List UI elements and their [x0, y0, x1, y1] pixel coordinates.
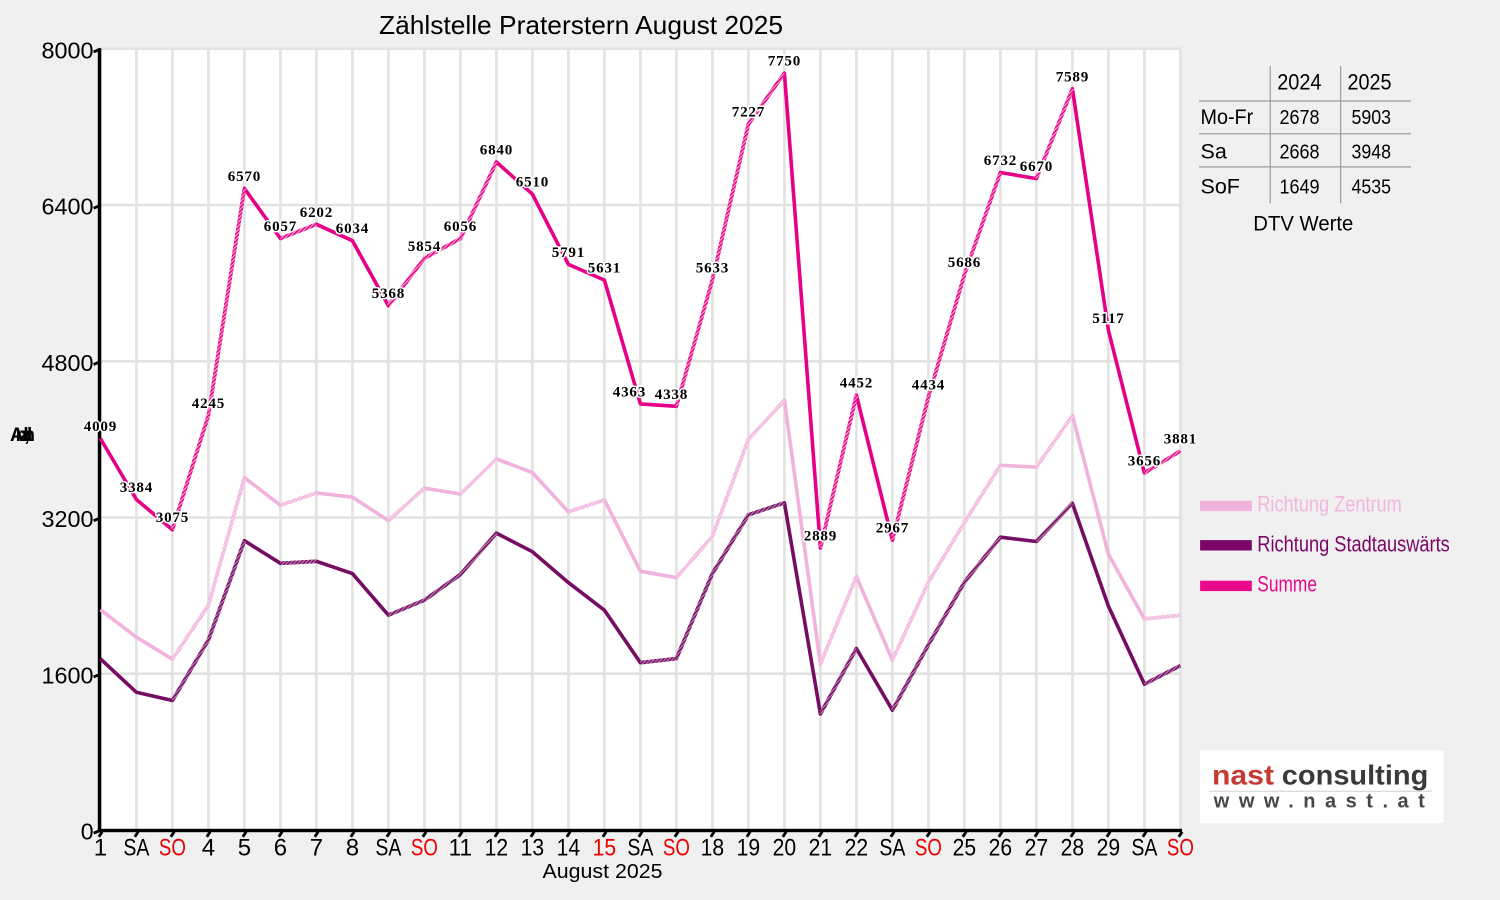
svg-text:5903: 5903: [1352, 106, 1392, 129]
svg-text:7: 7: [310, 835, 323, 862]
svg-text:5686: 5686: [948, 255, 981, 271]
svg-text:12: 12: [485, 835, 509, 862]
svg-text:5854: 5854: [408, 239, 441, 255]
svg-text:7750: 7750: [768, 54, 801, 70]
svg-text:SA: SA: [1131, 835, 1157, 862]
svg-text:2967: 2967: [876, 521, 909, 537]
svg-text:SA: SA: [879, 835, 905, 862]
svg-text:SA: SA: [627, 835, 653, 862]
svg-text:Sa: Sa: [1201, 140, 1227, 164]
svg-text:4: 4: [202, 835, 215, 862]
svg-text:SA: SA: [375, 835, 401, 862]
svg-text:15: 15: [593, 835, 617, 862]
svg-text:8000: 8000: [42, 37, 94, 63]
svg-text:6056: 6056: [444, 219, 477, 235]
svg-text:DTV Werte: DTV Werte: [1253, 211, 1353, 235]
svg-text:Summe: Summe: [1257, 572, 1317, 597]
svg-text:1649: 1649: [1280, 175, 1320, 198]
svg-text:3948: 3948: [1352, 141, 1392, 164]
svg-text:SO: SO: [159, 835, 186, 862]
svg-text:SO: SO: [411, 835, 438, 862]
svg-text:22: 22: [845, 835, 869, 862]
svg-text:4434: 4434: [912, 378, 945, 394]
svg-text:5791: 5791: [552, 245, 585, 261]
svg-text:4245: 4245: [192, 396, 225, 412]
svg-text:4009: 4009: [84, 419, 117, 435]
svg-text:6732: 6732: [984, 153, 1017, 169]
svg-text:11: 11: [449, 835, 473, 862]
svg-text:6510: 6510: [516, 175, 549, 191]
svg-text:Zählstelle Praterstern August: Zählstelle Praterstern August 2025: [379, 10, 783, 40]
svg-text:26: 26: [989, 835, 1013, 862]
svg-text:29: 29: [1097, 835, 1121, 862]
svg-text:Richtung Stadtauswärts: Richtung Stadtauswärts: [1257, 531, 1450, 556]
svg-text:Richtung Zentrum: Richtung Zentrum: [1257, 492, 1402, 517]
svg-text:1: 1: [94, 835, 107, 862]
svg-text:Mo-Fr: Mo-Fr: [1201, 105, 1254, 129]
svg-text:4338: 4338: [655, 387, 688, 403]
svg-text:2668: 2668: [1280, 141, 1320, 164]
svg-text:SA: SA: [123, 835, 149, 862]
svg-text:20: 20: [773, 835, 797, 862]
svg-text:SO: SO: [1167, 835, 1194, 862]
svg-text:5117: 5117: [1092, 311, 1124, 327]
svg-text:2889: 2889: [804, 528, 837, 544]
svg-text:4535: 4535: [1352, 175, 1392, 198]
svg-text:7589: 7589: [1056, 69, 1089, 85]
svg-text:6057: 6057: [264, 219, 297, 235]
svg-text:3384: 3384: [120, 480, 153, 496]
svg-text:19: 19: [737, 835, 761, 862]
svg-text:2678: 2678: [1280, 106, 1320, 129]
svg-text:nast: nast: [1212, 760, 1274, 791]
svg-text:3075: 3075: [156, 510, 189, 526]
svg-text:August 2025: August 2025: [543, 861, 663, 883]
svg-text:5631: 5631: [588, 261, 621, 277]
svg-text:SO: SO: [915, 835, 942, 862]
svg-text:3881: 3881: [1164, 432, 1197, 448]
svg-text:3200: 3200: [42, 506, 94, 532]
svg-text:5633: 5633: [696, 260, 729, 276]
svg-text:21: 21: [809, 835, 833, 862]
svg-text:2024: 2024: [1277, 70, 1321, 95]
svg-text:13: 13: [521, 835, 545, 862]
svg-text:8: 8: [346, 835, 359, 862]
svg-text:6400: 6400: [42, 194, 94, 220]
svg-text:28: 28: [1061, 835, 1085, 862]
svg-text:6670: 6670: [1020, 159, 1053, 175]
svg-text:SO: SO: [663, 835, 690, 862]
svg-text:6840: 6840: [480, 143, 513, 159]
svg-text:18: 18: [701, 835, 725, 862]
svg-text:2025: 2025: [1348, 70, 1392, 95]
svg-text:14: 14: [557, 835, 581, 862]
svg-text:27: 27: [1025, 835, 1049, 862]
svg-text:SoF: SoF: [1201, 174, 1240, 198]
svg-text:0: 0: [81, 819, 94, 845]
svg-text:6034: 6034: [336, 221, 369, 237]
svg-text:6: 6: [274, 835, 287, 862]
svg-text:1600: 1600: [42, 662, 94, 688]
svg-text:4452: 4452: [840, 376, 873, 392]
svg-text:6202: 6202: [300, 205, 333, 221]
svg-text:6570: 6570: [228, 169, 261, 185]
svg-text:5: 5: [238, 835, 251, 862]
svg-text:4800: 4800: [42, 350, 94, 376]
svg-text:3656: 3656: [1128, 453, 1161, 469]
svg-text:7227: 7227: [732, 105, 765, 121]
svg-text:4363: 4363: [613, 384, 646, 400]
svg-text:consulting: consulting: [1282, 760, 1429, 791]
svg-text:25: 25: [953, 835, 977, 862]
svg-text:5368: 5368: [372, 286, 405, 302]
